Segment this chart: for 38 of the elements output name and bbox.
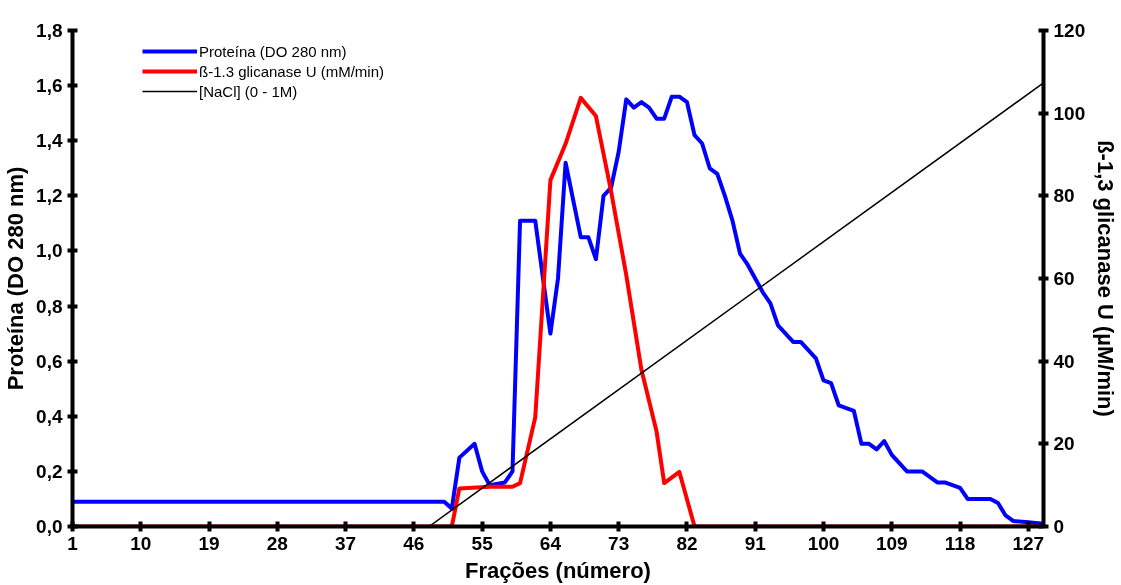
y-tick-label: 0,4 <box>36 405 63 427</box>
x-tick-label: 91 <box>744 532 767 554</box>
x-axis-title: Frações (número) <box>465 557 651 583</box>
y-tick-label: 1,6 <box>36 75 63 97</box>
y2-tick-label: 0 <box>1053 516 1065 537</box>
y-tick-label: 1,4 <box>36 130 63 152</box>
x-tick-label: 28 <box>266 532 288 554</box>
x-tick-label: 118 <box>944 532 976 554</box>
x-tick-label: 82 <box>676 532 698 554</box>
x-tick-label: 46 <box>403 532 425 554</box>
y-tick-label: 0,0 <box>36 516 63 537</box>
y-tick-label: 0,8 <box>36 295 63 317</box>
x-tick-label: 100 <box>807 532 840 554</box>
y-tick-label: 1,8 <box>36 20 63 41</box>
y2-tick-label: 40 <box>1053 350 1075 372</box>
x-tick-label: 109 <box>875 532 908 554</box>
x-tick-label: 127 <box>1012 532 1045 554</box>
y2-tick-label: 80 <box>1053 185 1075 207</box>
x-tick-label: 19 <box>198 532 220 554</box>
y-tick-label: 0,2 <box>36 460 63 482</box>
legend-label: [NaCl] (0 - 1M) <box>199 82 298 100</box>
y2-tick-label: 120 <box>1053 20 1086 41</box>
x-tick-label: 64 <box>539 532 562 554</box>
x-tick-label: 1 <box>67 532 79 554</box>
x-tick-label: 73 <box>608 532 630 554</box>
y-axis-title: Proteína (DO 280 nm) <box>3 166 29 391</box>
x-tick-label: 55 <box>471 532 494 554</box>
x-tick-label: 37 <box>335 532 357 554</box>
y2-tick-label: 60 <box>1053 268 1075 289</box>
legend-label: ß-1.3 glicanase U (mM/min) <box>199 62 385 80</box>
y2-tick-label: 20 <box>1053 433 1075 455</box>
y-tick-label: 1,0 <box>36 240 63 262</box>
y2-axis-title: ß-1,3 glicanase U (µM/min) <box>1093 140 1119 417</box>
legend-label: Proteína (DO 280 nm) <box>199 42 347 60</box>
x-tick-label: 10 <box>130 532 152 554</box>
y2-tick-label: 100 <box>1053 102 1086 124</box>
y-tick-label: 1,2 <box>36 185 63 207</box>
y-tick-label: 0,6 <box>36 350 63 372</box>
